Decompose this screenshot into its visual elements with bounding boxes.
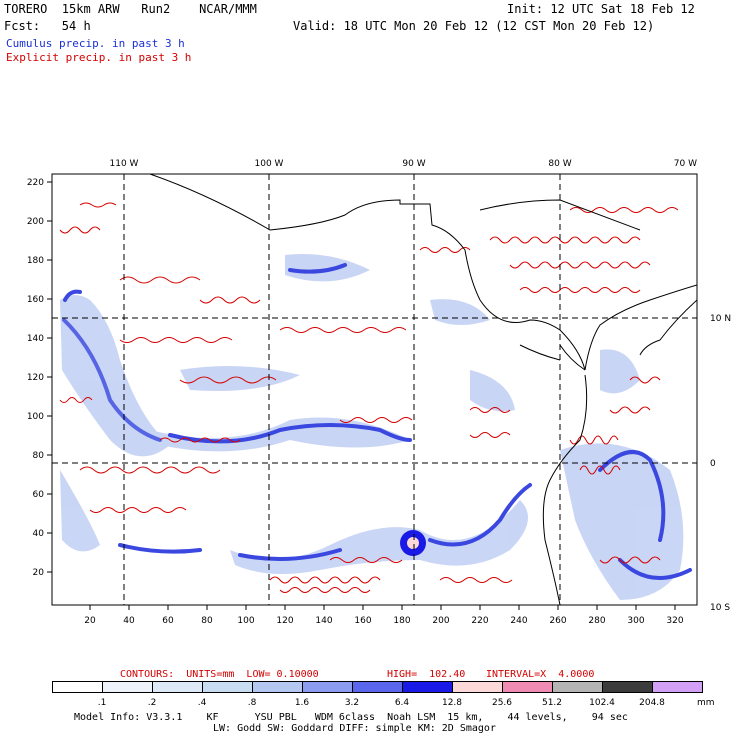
y-tick-label: 140 xyxy=(27,334,44,344)
cumulus-shading xyxy=(60,254,684,600)
x-tick-label: 200 xyxy=(432,616,449,626)
explicit-contours xyxy=(59,202,679,593)
y-tick-label: 200 xyxy=(27,217,44,227)
colorbar-value: 12.8 xyxy=(441,698,463,708)
cumulus-cores xyxy=(62,263,692,580)
lon-label: 90 W xyxy=(402,159,425,169)
y-tick-label: 180 xyxy=(27,256,44,266)
colorbar-swatch xyxy=(452,681,503,693)
x-tick-label: 140 xyxy=(315,616,332,626)
explicit-legend: Explicit precip. in past 3 h xyxy=(6,51,192,64)
x-tick-label: 80 xyxy=(201,616,213,626)
colorbar-value: .8 xyxy=(247,698,257,708)
colorbar-value: 25.6 xyxy=(491,698,513,708)
y-tick-label: 60 xyxy=(33,490,45,500)
lat-label: 0 xyxy=(710,459,716,469)
colorbar-swatch xyxy=(402,681,453,693)
contour-info: CONTOURS: UNITS=mm LOW= 0.10000 xyxy=(120,669,319,680)
x-tick-label: 260 xyxy=(549,616,566,626)
colorbar-swatch xyxy=(52,681,103,693)
left-labels: 220 200 180 160 140 120 100 80 60 40 20 xyxy=(27,178,44,578)
y-tick-label: 100 xyxy=(27,412,44,422)
colorbar-units: mm xyxy=(697,698,715,708)
colorbar-value: .1 xyxy=(97,698,107,708)
colorbar-swatch xyxy=(602,681,653,693)
colorbar-value: 3.2 xyxy=(344,698,360,708)
x-tick-label: 20 xyxy=(84,616,96,626)
x-tick-label: 220 xyxy=(471,616,488,626)
cumulus-intense-core xyxy=(400,530,426,556)
colorbar-value: .4 xyxy=(197,698,207,708)
colorbar-swatch xyxy=(652,681,703,693)
y-tick-label: 220 xyxy=(27,178,44,188)
colorbar-swatch xyxy=(202,681,253,693)
lon-label: 110 W xyxy=(110,159,139,169)
x-tick-label: 100 xyxy=(237,616,254,626)
colorbar-swatch xyxy=(502,681,553,693)
colorbar-value: 51.2 xyxy=(541,698,563,708)
top-labels: 110 W 100 W 90 W 80 W 70 W xyxy=(110,159,698,169)
colorbar-swatch xyxy=(252,681,303,693)
y-tick-label: 80 xyxy=(33,451,45,461)
x-tick-label: 120 xyxy=(276,616,293,626)
lon-label: 80 W xyxy=(548,159,571,169)
colorbar-swatch xyxy=(302,681,353,693)
map-frame xyxy=(51,173,698,606)
x-tick-label: 240 xyxy=(510,616,527,626)
y-tick-label: 20 xyxy=(33,568,45,578)
y-tick-label: 160 xyxy=(27,295,44,305)
colorbar-value: 102.4 xyxy=(589,698,615,708)
valid-time: Valid: 18 UTC Mon 20 Feb 12 (12 CST Mon … xyxy=(293,19,655,33)
forecast-hour: Fcst: 54 h xyxy=(4,19,91,33)
x-tick-label: 160 xyxy=(354,616,371,626)
lon-label: 70 W xyxy=(674,159,697,169)
y-tick-label: 40 xyxy=(33,529,45,539)
colorbar-value: 1.6 xyxy=(294,698,310,708)
colorbar-value: 6.4 xyxy=(394,698,410,708)
x-tick-label: 180 xyxy=(393,616,410,626)
lon-label: 100 W xyxy=(255,159,284,169)
lat-label: 10 S xyxy=(710,603,730,613)
x-tick-label: 320 xyxy=(666,616,683,626)
lat-label: 10 N xyxy=(710,314,731,324)
bottom-labels: 20 40 60 80 100 120 140 160 180 200 220 … xyxy=(84,616,684,626)
colorbar-value: 204.8 xyxy=(639,698,665,708)
latlon-grid xyxy=(52,174,697,605)
model-info: Model Info: V3.3.1 KF YSU PBL WDM 6class… xyxy=(74,712,628,723)
contour-interval: INTERVAL=X 4.0000 xyxy=(486,669,595,680)
physics-info: LW: Godd SW: Goddard DIFF: simple KM: 2D… xyxy=(213,723,496,734)
colorbar-swatch xyxy=(152,681,203,693)
x-tick-label: 300 xyxy=(627,616,644,626)
right-labels: 10 N 0 10 S xyxy=(710,314,731,613)
colorbar-swatch xyxy=(552,681,603,693)
axis-ticks xyxy=(47,181,676,610)
model-title: TORERO 15km ARW Run2 NCAR/MMM xyxy=(4,2,257,16)
cumulus-legend: Cumulus precip. in past 3 h xyxy=(6,37,185,50)
x-tick-label: 280 xyxy=(588,616,605,626)
colorbar-swatch xyxy=(102,681,153,693)
x-tick-label: 40 xyxy=(123,616,135,626)
init-time: Init: 12 UTC Sat 18 Feb 12 xyxy=(507,2,695,16)
x-tick-label: 60 xyxy=(162,616,174,626)
colorbar-swatch xyxy=(352,681,403,693)
colorbar-value: .2 xyxy=(147,698,157,708)
contour-high: HIGH= 102.40 xyxy=(387,669,466,680)
y-tick-label: 120 xyxy=(27,373,44,383)
